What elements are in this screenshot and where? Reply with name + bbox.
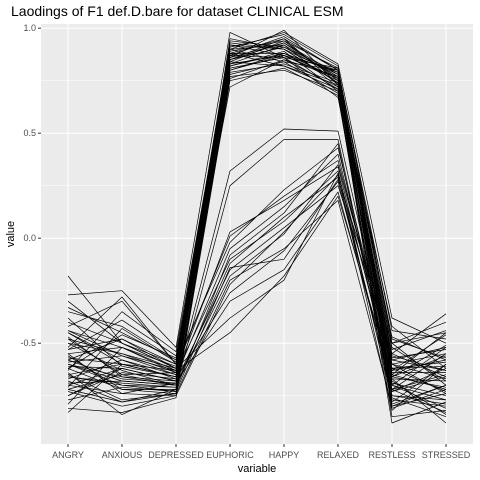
x-tick-label: STRESSED: [422, 450, 471, 460]
y-tick-label: -0.5: [20, 338, 36, 348]
y-tick-label: 1.0: [23, 23, 36, 33]
series-line: [67, 48, 447, 369]
series-line: [67, 200, 447, 407]
series-line: [67, 139, 447, 390]
x-tick-label: ANXIOUS: [102, 450, 143, 460]
series-line: [67, 32, 447, 365]
y-tick-label: 0.5: [23, 128, 36, 138]
x-axis: ANGRY ANXIOUS DEPRESSED EUPHORIC HAPPY RELAXE…: [52, 444, 471, 460]
y-tick-label: 0.0: [23, 233, 36, 243]
series-line: [67, 153, 447, 382]
series-line: [67, 55, 447, 386]
x-tick-label: RESTLESS: [368, 450, 415, 460]
x-tick-label: EUPHORIC: [206, 450, 254, 460]
x-tick-label: ANGRY: [52, 450, 84, 460]
series-lines: [67, 29, 447, 424]
series-line: [67, 179, 447, 392]
series-line: [67, 38, 447, 367]
series-line: [67, 185, 447, 397]
x-tick-label: HAPPY: [269, 450, 300, 460]
series-line: [67, 128, 447, 382]
y-axis-title: value: [5, 221, 17, 247]
series-line: [67, 176, 447, 392]
x-tick-label: RELAXED: [317, 450, 360, 460]
series-line: [67, 69, 447, 424]
x-axis-title: variable: [238, 463, 277, 475]
series-line: [67, 143, 447, 403]
series-line: [67, 166, 447, 415]
x-tick-label: DEPRESSED: [148, 450, 204, 460]
y-axis: -0.5 0.0 0.5 1.0: [20, 23, 41, 348]
chart-title: Laodings of F1 def.D.bare for dataset CL…: [11, 3, 344, 19]
